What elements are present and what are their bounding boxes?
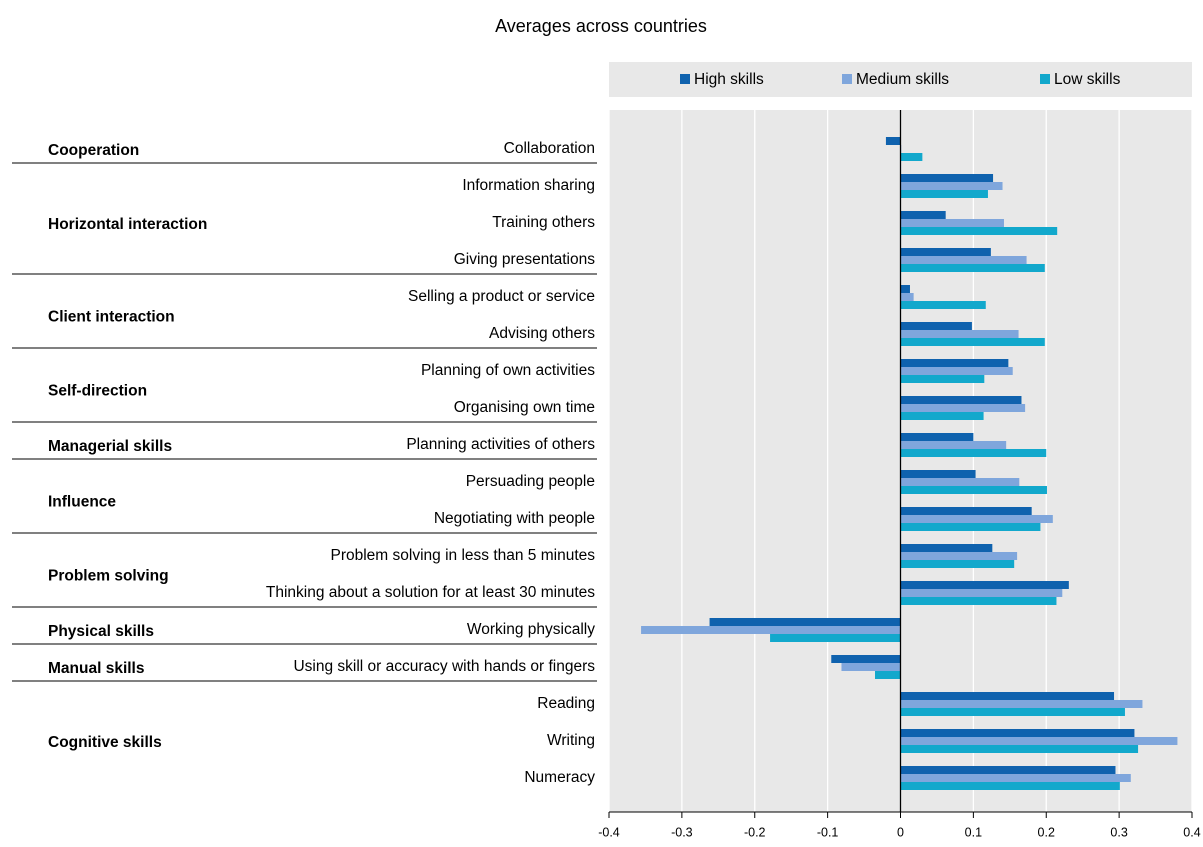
group-label: Cooperation: [48, 142, 139, 159]
bar: [900, 174, 994, 182]
category-label: Thinking about a solution for at least 3…: [266, 584, 595, 601]
bar: [900, 153, 923, 161]
category-label: Persuading people: [466, 473, 595, 490]
legend-swatch: [680, 74, 690, 84]
bar: [900, 190, 988, 198]
bar: [900, 597, 1057, 605]
bar: [831, 655, 901, 663]
bar: [874, 671, 901, 679]
bar: [900, 515, 1053, 523]
x-tick-label: -0.1: [817, 825, 839, 839]
bar: [900, 581, 1069, 589]
group-label: Managerial skills: [48, 438, 172, 455]
category-label: Writing: [547, 732, 595, 749]
bar: [900, 552, 1018, 560]
category-label: Advising others: [489, 325, 595, 342]
bar: [900, 338, 1045, 346]
category-label: Problem solving in less than 5 minutes: [331, 547, 596, 564]
bar: [900, 441, 1007, 449]
bar: [900, 219, 1004, 227]
bar: [900, 375, 985, 383]
bar: [841, 663, 901, 671]
x-tick-label: 0.1: [965, 825, 982, 839]
bar: [900, 737, 1178, 745]
category-label: Planning activities of others: [406, 436, 595, 453]
bar: [641, 626, 901, 634]
x-tick-label: -0.3: [671, 825, 693, 839]
category-label: Information sharing: [462, 177, 595, 194]
legend-swatch: [842, 74, 852, 84]
bar: [900, 729, 1135, 737]
bar: [900, 478, 1020, 486]
bar: [900, 227, 1058, 235]
x-tick-label: -0.4: [598, 825, 620, 839]
bar: [900, 544, 993, 552]
bar: [900, 301, 986, 309]
category-label: Selling a product or service: [408, 288, 595, 305]
category-label: Using skill or accuracy with hands or fi…: [293, 658, 595, 675]
bar: [900, 404, 1026, 412]
bar: [900, 523, 1041, 531]
bar: [900, 782, 1120, 790]
bar: [900, 470, 976, 478]
bar: [900, 486, 1047, 494]
bar: [900, 293, 914, 301]
category-label: Working physically: [467, 621, 595, 638]
bar: [900, 745, 1139, 753]
legend-band: [609, 62, 1192, 97]
group-label: Problem solving: [48, 568, 169, 585]
bar: [885, 137, 901, 145]
category-label: Negotiating with people: [434, 510, 595, 527]
bar: [900, 264, 1045, 272]
x-tick-label: -0.2: [744, 825, 766, 839]
bar: [900, 211, 946, 219]
bar: [900, 589, 1063, 597]
bar: [900, 449, 1047, 457]
legend-label: Medium skills: [856, 71, 949, 88]
group-label: Horizontal interaction: [48, 216, 207, 233]
bar: [900, 330, 1019, 338]
x-tick-label: 0.3: [1110, 825, 1127, 839]
x-tick-label: 0.4: [1183, 825, 1200, 839]
group-label: Self-direction: [48, 383, 147, 400]
x-tick-label: 0.2: [1038, 825, 1055, 839]
bar: [900, 256, 1027, 264]
bar: [900, 507, 1032, 515]
chart-title: Averages across countries: [495, 16, 707, 36]
bar: [900, 182, 1003, 190]
legend-swatch: [1040, 74, 1050, 84]
group-label: Manual skills: [48, 660, 144, 677]
bar: [900, 285, 910, 293]
bar: [900, 708, 1125, 716]
bar: [900, 700, 1143, 708]
bar: [900, 560, 1015, 568]
bar: [900, 774, 1131, 782]
bar: [900, 396, 1022, 404]
bar: [900, 322, 972, 330]
group-label: Influence: [48, 494, 116, 511]
bar: [900, 412, 984, 420]
category-label: Planning of own activities: [421, 362, 595, 379]
bar: [900, 359, 1009, 367]
bar: [900, 248, 991, 256]
category-label: Organising own time: [454, 399, 595, 416]
bar: [900, 766, 1116, 774]
category-label: Giving presentations: [454, 251, 596, 268]
category-label: Training others: [492, 214, 595, 231]
bar: [900, 433, 974, 441]
category-label: Reading: [537, 695, 595, 712]
category-label: Collaboration: [504, 140, 595, 157]
legend-label: Low skills: [1054, 71, 1121, 88]
legend-label: High skills: [694, 71, 764, 88]
bar: [900, 367, 1013, 375]
group-label: Cognitive skills: [48, 734, 162, 751]
bar: [900, 692, 1115, 700]
group-label: Physical skills: [48, 623, 154, 640]
group-label: Client interaction: [48, 309, 175, 326]
bar: [770, 634, 901, 642]
x-tick-label: 0: [897, 825, 904, 839]
bar: [709, 618, 901, 626]
category-label: Numeracy: [524, 769, 595, 786]
